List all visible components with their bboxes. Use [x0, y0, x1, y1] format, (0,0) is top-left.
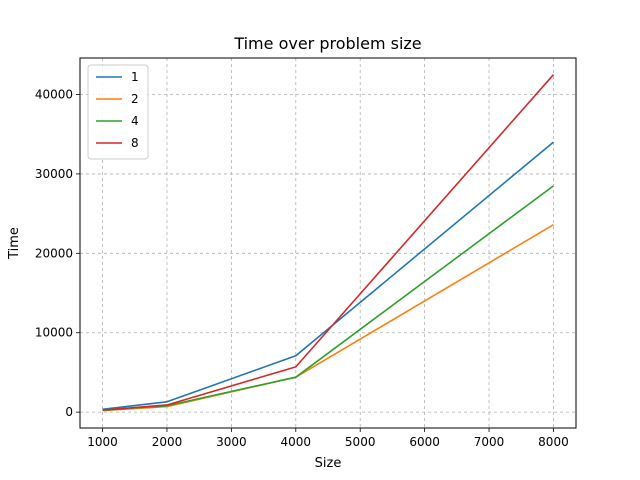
legend-label: 8 [131, 136, 139, 150]
y-tick-label: 20000 [35, 246, 73, 260]
series-line-4 [102, 185, 554, 411]
x-tick-label: 5000 [345, 435, 376, 449]
series-lines [102, 74, 555, 412]
plot-frame [79, 57, 577, 429]
y-tick-label: 10000 [35, 326, 73, 340]
y-tick-label: 40000 [35, 88, 73, 102]
y-axis-label: Time [7, 227, 22, 260]
series-line-8 [102, 74, 555, 411]
grid [80, 58, 576, 428]
legend-box [87, 64, 149, 160]
series-line-2 [102, 224, 554, 412]
legend-label: 1 [131, 70, 139, 84]
y-tick-label: 30000 [35, 167, 73, 181]
legend-label: 2 [131, 92, 139, 106]
legend: 1 2 4 8 [87, 64, 149, 160]
x-tick-label: 3000 [216, 435, 247, 449]
chart-title: Time over problem size [233, 34, 421, 53]
x-axis-label: Size [315, 456, 342, 471]
x-tick-label: 2000 [152, 435, 183, 449]
x-tick-label: 1000 [87, 435, 118, 449]
x-tick-label: 8000 [538, 435, 569, 449]
series-line-1 [102, 141, 554, 411]
x-tick-label: 7000 [474, 435, 505, 449]
x-axis-ticks: 1000 2000 3000 4000 5000 6000 7000 8000 [87, 428, 569, 449]
x-tick-label: 4000 [281, 435, 312, 449]
y-tick-label: 0 [65, 405, 73, 419]
x-tick-label: 6000 [409, 435, 440, 449]
y-axis-ticks: 0 10000 20000 30000 40000 [35, 88, 80, 419]
legend-label: 4 [131, 114, 139, 128]
